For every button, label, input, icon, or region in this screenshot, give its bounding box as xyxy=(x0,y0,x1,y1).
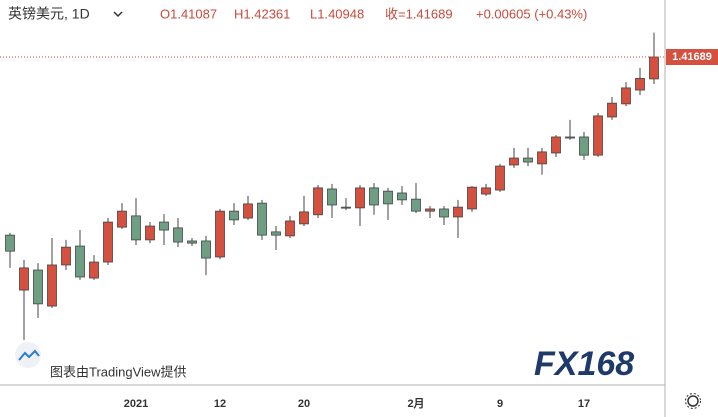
open-value: O1.41087 xyxy=(160,6,217,21)
settings-icon[interactable] xyxy=(685,393,701,409)
candle-body xyxy=(411,198,421,212)
candle-body xyxy=(47,264,57,307)
candle-body xyxy=(593,115,603,156)
candle-body xyxy=(117,210,127,228)
x-tick-label: 17 xyxy=(578,398,590,410)
candle-body xyxy=(369,187,379,206)
x-tick-label: 2021 xyxy=(124,398,148,410)
candle-body xyxy=(215,210,225,258)
last-price-box xyxy=(666,49,718,66)
candle-body xyxy=(5,234,15,252)
symbol: 英镑美元, 1D xyxy=(8,6,90,22)
candle-body xyxy=(243,203,253,219)
candle-body xyxy=(271,231,281,236)
candle-body xyxy=(565,136,575,139)
candle-body xyxy=(131,215,141,241)
candle-body xyxy=(523,157,533,163)
candle-body xyxy=(33,269,43,305)
candle-body xyxy=(397,192,407,201)
candle-body xyxy=(649,56,659,80)
low-value: L1.40948 xyxy=(310,6,364,21)
candle-body xyxy=(551,136,561,154)
candle-body xyxy=(159,221,169,231)
candle-body xyxy=(341,206,351,209)
candle-body xyxy=(481,187,491,195)
candle-body xyxy=(173,227,183,243)
x-tick-label: 2月 xyxy=(407,397,424,410)
candle-body xyxy=(313,187,323,216)
candle-body xyxy=(187,240,197,244)
candle-body xyxy=(299,211,309,225)
candle-body xyxy=(467,186,477,210)
candle-body xyxy=(635,78,645,91)
candle-body xyxy=(103,221,113,263)
candle-body xyxy=(425,208,435,212)
x-tick-label: 9 xyxy=(497,398,503,410)
candle-body xyxy=(257,202,267,236)
candle-body xyxy=(383,190,393,205)
candle-body xyxy=(509,157,519,166)
high-value: H1.42361 xyxy=(234,6,290,21)
candle-body xyxy=(145,225,155,241)
candle-body xyxy=(355,187,365,209)
candle-body xyxy=(201,240,211,259)
x-tick-label: 20 xyxy=(298,398,310,410)
candle-body xyxy=(229,210,239,221)
candle-body xyxy=(621,87,631,105)
candle-body xyxy=(89,261,99,279)
candle-body xyxy=(607,102,617,118)
watermark: FX168 xyxy=(534,345,634,383)
last-price-label: 1.41689 xyxy=(672,51,712,63)
candle-body xyxy=(75,245,85,278)
candle-body xyxy=(579,136,589,156)
tv-logo xyxy=(15,342,41,368)
candle-body xyxy=(19,267,29,291)
close-value: 收=1.41689 xyxy=(385,6,453,21)
dropdown-icon[interactable] xyxy=(113,11,123,18)
change-value: +0.00605 (+0.43%) xyxy=(476,6,587,21)
candle-body xyxy=(495,165,505,191)
x-tick-label: 12 xyxy=(214,398,226,410)
credit: 图表由TradingView提供 xyxy=(50,364,187,379)
candle-body xyxy=(537,151,547,165)
candle-body xyxy=(61,246,71,266)
candle-body xyxy=(453,206,463,218)
candle-body xyxy=(327,188,337,206)
candle-body xyxy=(285,220,295,237)
candle-body xyxy=(439,208,449,218)
